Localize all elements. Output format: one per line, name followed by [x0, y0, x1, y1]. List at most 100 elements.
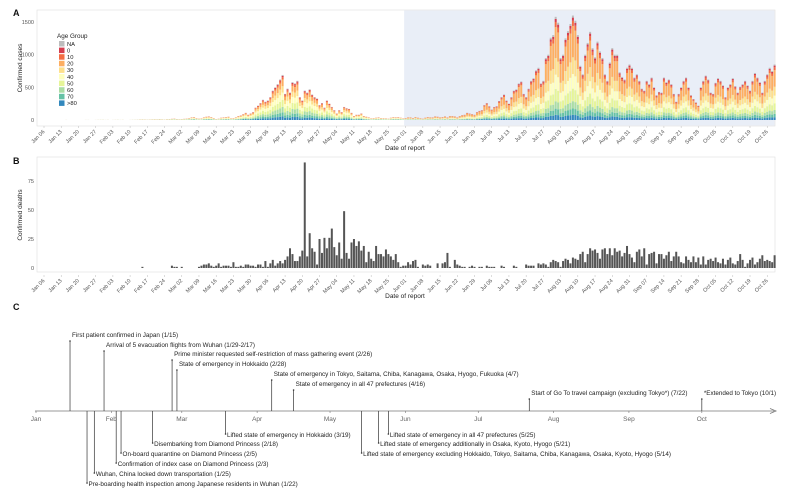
case-bar-segment-age-20: [451, 116, 454, 118]
case-bar-segment-age->80: [493, 119, 496, 120]
case-bar-segment-age-50: [586, 96, 589, 107]
death-bar: [544, 264, 547, 268]
death-bar: [763, 261, 766, 268]
case-bar-segment-age-50: [557, 90, 560, 103]
case-bar-segment-age-NA: [584, 54, 587, 57]
death-bar: [638, 249, 641, 268]
case-bar-segment-age-70: [670, 116, 673, 119]
case-bar-segment-age-10: [313, 98, 316, 100]
case-bar-segment-age->80: [335, 119, 338, 120]
case-bar-segment-age-30: [257, 109, 260, 112]
case-bar-segment-age-40: [498, 111, 501, 115]
death-bar: [227, 265, 230, 268]
case-bar-segment-age-20: [726, 90, 729, 101]
x-tick-label: Apr 20: [289, 278, 305, 294]
case-bar-segment-age-70: [736, 116, 739, 119]
case-bar-segment-age-30: [451, 117, 454, 119]
case-bar-segment-age-10: [721, 87, 724, 89]
case-bar-segment-age-20: [682, 84, 685, 97]
case-bar-segment-age-20: [662, 81, 665, 95]
case-bar-segment-age-70: [328, 117, 331, 119]
case-bar-segment-age-0: [505, 100, 508, 102]
case-bar-segment-age-40: [731, 101, 734, 108]
case-bar-segment-age-20: [527, 91, 530, 102]
case-bar-segment-age-10: [658, 93, 660, 95]
case-bar-segment-age-30: [475, 115, 478, 117]
death-bar: [441, 263, 444, 268]
death-bar: [714, 257, 717, 268]
case-bar-segment-age-0: [544, 59, 547, 62]
case-bar-segment-age-30: [352, 117, 355, 118]
death-bar: [741, 259, 744, 268]
case-bar-segment-age-40: [434, 118, 437, 119]
case-bar-segment-age-10: [763, 82, 766, 85]
case-bar-segment-age-40: [473, 117, 476, 119]
case-bar-segment-age-20: [704, 80, 707, 94]
case-bar-segment-age-30: [771, 90, 774, 99]
case-bar-segment-age-50: [601, 101, 604, 109]
death-bar: [266, 266, 269, 268]
case-bar-segment-age-70: [293, 113, 296, 118]
case-bar-segment-age->80: [490, 119, 493, 120]
case-bar-segment-age-10: [751, 82, 754, 85]
case-bar-segment-age-30: [261, 104, 264, 108]
case-bar-segment-age-0: [537, 68, 540, 71]
case-bar-segment-age-60: [736, 115, 739, 117]
case-bar-segment-age-10: [512, 92, 515, 94]
case-bar-segment-age->80: [557, 115, 560, 120]
case-bar-segment-age-40: [608, 94, 611, 103]
case-bar-segment-age-10: [495, 106, 498, 108]
case-bar-segment-age-40: [530, 102, 533, 109]
case-bar-segment-age-60: [239, 118, 242, 120]
case-bar-segment-age-50: [645, 108, 648, 113]
case-bar-segment-age-NA: [606, 80, 609, 82]
case-bar-segment-age->80: [724, 118, 727, 120]
case-bar-segment-age-50: [480, 117, 483, 119]
case-bar-segment-age-70: [618, 114, 621, 118]
case-bar-segment-age-50: [279, 101, 282, 109]
x-tick-label: Jul 06: [480, 129, 495, 144]
case-bar-segment-age->80: [746, 118, 749, 120]
case-bar-segment-age->80: [699, 118, 702, 120]
case-bar-segment-age-40: [362, 117, 365, 119]
case-bar-segment-age-20: [488, 107, 491, 112]
case-bar-segment-age-0: [667, 80, 670, 82]
case-bar-segment-age-0: [598, 52, 601, 55]
case-bar-segment-age-30: [333, 112, 336, 115]
case-bar-segment-age-0: [552, 36, 555, 40]
case-bar-segment-age-20: [709, 95, 712, 104]
death-bar: [726, 259, 729, 268]
case-bar-segment-age->80: [598, 116, 601, 120]
death-bar: [682, 263, 685, 268]
case-bar-segment-age-70: [308, 114, 311, 118]
case-bar-segment-age-NA: [598, 51, 601, 53]
death-bar: [665, 255, 668, 268]
case-bar-segment-age-70: [771, 114, 774, 118]
case-bar-segment-age-70: [768, 114, 771, 118]
death-bar: [635, 251, 638, 268]
case-bar-segment-age-NA: [662, 77, 665, 79]
timeline: Jan Feb Mar Apr May Jun Jul Aug Sep Oct First pat…: [31, 332, 778, 488]
case-bar-segment-age-20: [557, 32, 560, 62]
case-bar-segment-age-40: [306, 103, 309, 108]
death-bar: [173, 266, 176, 268]
case-bar-segment-age-20: [498, 102, 501, 109]
case-bar-segment-age-50: [734, 109, 737, 114]
case-bar-segment-age-40: [709, 107, 712, 112]
case-bar-segment-age-30: [753, 91, 756, 100]
death-bar: [685, 256, 688, 268]
case-bar-segment-age-60: [498, 116, 501, 118]
case-bar-segment-age-0: [308, 89, 311, 91]
case-bar-segment-age-70: [259, 117, 262, 119]
case-bar-segment-age-40: [635, 99, 638, 107]
death-bar: [532, 265, 535, 268]
case-bar-segment-age-60: [350, 117, 353, 119]
case-bar-segment-age-40: [480, 115, 483, 118]
case-bar-segment-age-70: [692, 117, 695, 119]
case-bar-segment-age-NA: [653, 87, 656, 89]
case-bar-segment-age->80: [316, 118, 319, 120]
case-bar-segment-age-50: [616, 100, 619, 109]
case-bar-segment-age-70: [655, 117, 658, 119]
death-bar: [731, 263, 734, 268]
case-bar-segment-age-NA: [717, 78, 720, 80]
